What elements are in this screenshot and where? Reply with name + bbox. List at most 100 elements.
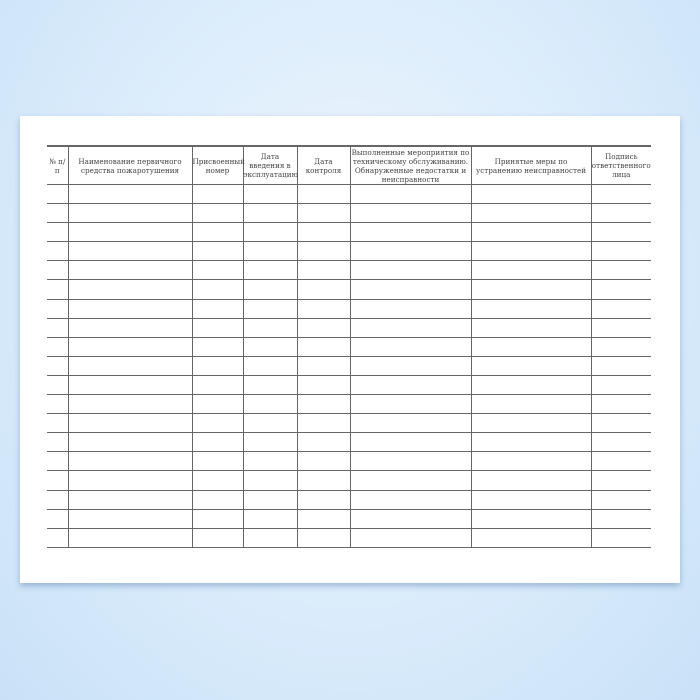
table-cell <box>191 184 243 205</box>
table-cell <box>349 203 471 224</box>
table-cell <box>191 394 243 415</box>
table-cell <box>67 279 192 300</box>
table-cell <box>470 222 591 243</box>
table-cell <box>590 490 651 510</box>
table-cell <box>191 318 243 338</box>
table-cell <box>47 528 68 548</box>
table-cell <box>47 241 68 262</box>
table-cell <box>296 413 350 434</box>
table-cell <box>242 279 297 300</box>
table-row <box>47 337 651 357</box>
table-cell <box>242 222 297 243</box>
header-commission-date: Дата введения в эксплуатацию <box>242 145 298 185</box>
table-cell <box>349 241 471 262</box>
table-cell <box>242 299 297 319</box>
table-cell <box>296 241 350 262</box>
table-cell <box>191 413 243 434</box>
table-cell <box>191 451 243 472</box>
table-cell <box>296 299 350 319</box>
table-row <box>47 279 651 300</box>
table-cell <box>47 356 68 376</box>
table-cell <box>191 299 243 319</box>
table-cell <box>47 337 68 357</box>
table-cell <box>47 203 68 224</box>
table-cell <box>67 413 192 434</box>
table-cell <box>67 184 192 205</box>
table-cell <box>191 222 243 243</box>
table-cell <box>470 394 591 415</box>
fire-equipment-log-table: № п/п Наименование первичного средства п… <box>47 145 651 548</box>
table-row <box>47 356 651 376</box>
table-cell <box>191 490 243 510</box>
table-cell <box>67 451 192 472</box>
table-cell <box>47 375 68 396</box>
table-cell <box>191 375 243 396</box>
table-cell <box>349 356 471 376</box>
table-cell <box>470 184 591 205</box>
table-cell <box>47 222 68 243</box>
table-cell <box>349 337 471 357</box>
table-cell <box>296 451 350 472</box>
table-cell <box>470 432 591 453</box>
table-cell <box>590 470 651 491</box>
table-cell <box>67 260 192 281</box>
table-row <box>47 375 651 396</box>
table-cell <box>470 203 591 224</box>
table-cell <box>470 413 591 434</box>
table-cell <box>590 528 651 548</box>
table-cell <box>470 470 591 491</box>
table-cell <box>191 432 243 453</box>
table-cell <box>67 509 192 529</box>
table-cell <box>470 356 591 376</box>
table-cell <box>590 299 651 319</box>
table-cell <box>349 184 471 205</box>
form-page: № п/п Наименование первичного средства п… <box>20 116 680 583</box>
table-row <box>47 222 651 243</box>
table-cell <box>296 203 350 224</box>
table-cell <box>242 356 297 376</box>
table-cell <box>590 222 651 243</box>
table-cell <box>470 318 591 338</box>
table-cell <box>296 337 350 357</box>
table-row <box>47 490 651 510</box>
table-cell <box>296 432 350 453</box>
table-cell <box>242 184 297 205</box>
table-cell <box>47 413 68 434</box>
table-cell <box>349 413 471 434</box>
table-cell <box>242 490 297 510</box>
header-maintenance: Выполненные мероприятия по техническому … <box>349 145 471 185</box>
table-cell <box>242 470 297 491</box>
table-cell <box>470 337 591 357</box>
header-number: № п/п <box>47 145 68 185</box>
table-cell <box>47 184 68 205</box>
table-cell <box>590 375 651 396</box>
table-cell <box>67 203 192 224</box>
table-cell <box>590 413 651 434</box>
table-cell <box>590 279 651 300</box>
table-cell <box>590 184 651 205</box>
table-cell <box>242 509 297 529</box>
table-row <box>47 184 651 205</box>
table-cell <box>67 432 192 453</box>
table-row <box>47 432 651 453</box>
table-cell <box>47 509 68 529</box>
table-cell <box>242 528 297 548</box>
table-cell <box>296 394 350 415</box>
table-cell <box>296 260 350 281</box>
table-cell <box>296 528 350 548</box>
table-cell <box>349 260 471 281</box>
table-cell <box>470 509 591 529</box>
table-cell <box>590 356 651 376</box>
table-cell <box>191 203 243 224</box>
table-cell <box>191 337 243 357</box>
table-row <box>47 260 651 281</box>
table-cell <box>349 451 471 472</box>
table-cell <box>296 318 350 338</box>
table-cell <box>349 318 471 338</box>
table-row <box>47 413 651 434</box>
table-cell <box>349 394 471 415</box>
header-equipment-name: Наименование первичного средства пожарот… <box>67 145 192 185</box>
table-cell <box>67 337 192 357</box>
table-row <box>47 318 651 338</box>
table-cell <box>590 337 651 357</box>
